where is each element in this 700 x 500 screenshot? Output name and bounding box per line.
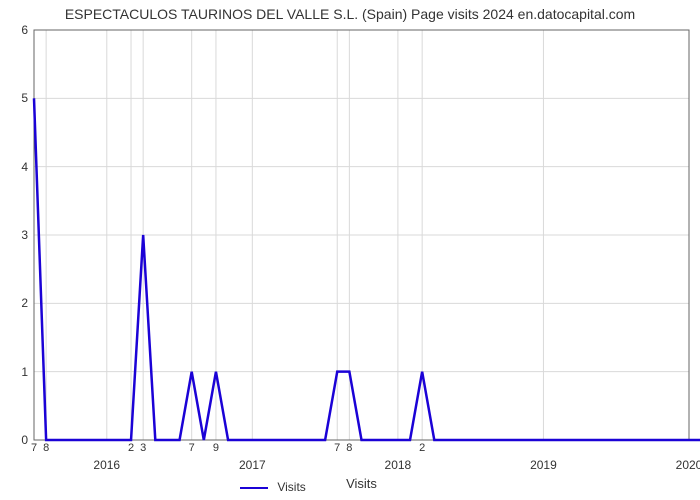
y-tick-label: 3 (12, 228, 28, 242)
x-minor-label: 7 (189, 442, 195, 454)
x-year-label: 2018 (385, 458, 412, 472)
visits-line (34, 98, 700, 440)
y-tick-label: 0 (12, 433, 28, 447)
plot-area (34, 30, 689, 440)
x-minor-label: 2 (128, 442, 134, 454)
x-year-label: 2017 (239, 458, 266, 472)
chart-container: ESPECTACULOS TAURINOS DEL VALLE S.L. (Sp… (0, 0, 700, 500)
x-year-label: 2016 (93, 458, 120, 472)
x-year-label: 2019 (530, 458, 557, 472)
plot-svg (34, 30, 689, 440)
legend: Visits (240, 480, 306, 494)
x-minor-label: 8 (346, 442, 352, 454)
y-tick-label: 1 (12, 365, 28, 379)
chart-title: ESPECTACULOS TAURINOS DEL VALLE S.L. (Sp… (0, 6, 700, 22)
x-minor-label: 2 (419, 442, 425, 454)
y-tick-label: 4 (12, 160, 28, 174)
x-minor-label: 9 (213, 442, 219, 454)
y-tick-label: 6 (12, 23, 28, 37)
x-year-label: 2020 (676, 458, 700, 472)
y-tick-label: 2 (12, 296, 28, 310)
x-minor-label: 8 (43, 442, 49, 454)
legend-line-icon (240, 487, 268, 489)
x-minor-label: 7 (31, 442, 37, 454)
x-minor-label: 3 (140, 442, 146, 454)
y-tick-label: 5 (12, 91, 28, 105)
x-minor-label: 7 (334, 442, 340, 454)
x-axis-label: Visits (346, 476, 377, 491)
legend-label: Visits (277, 480, 305, 494)
